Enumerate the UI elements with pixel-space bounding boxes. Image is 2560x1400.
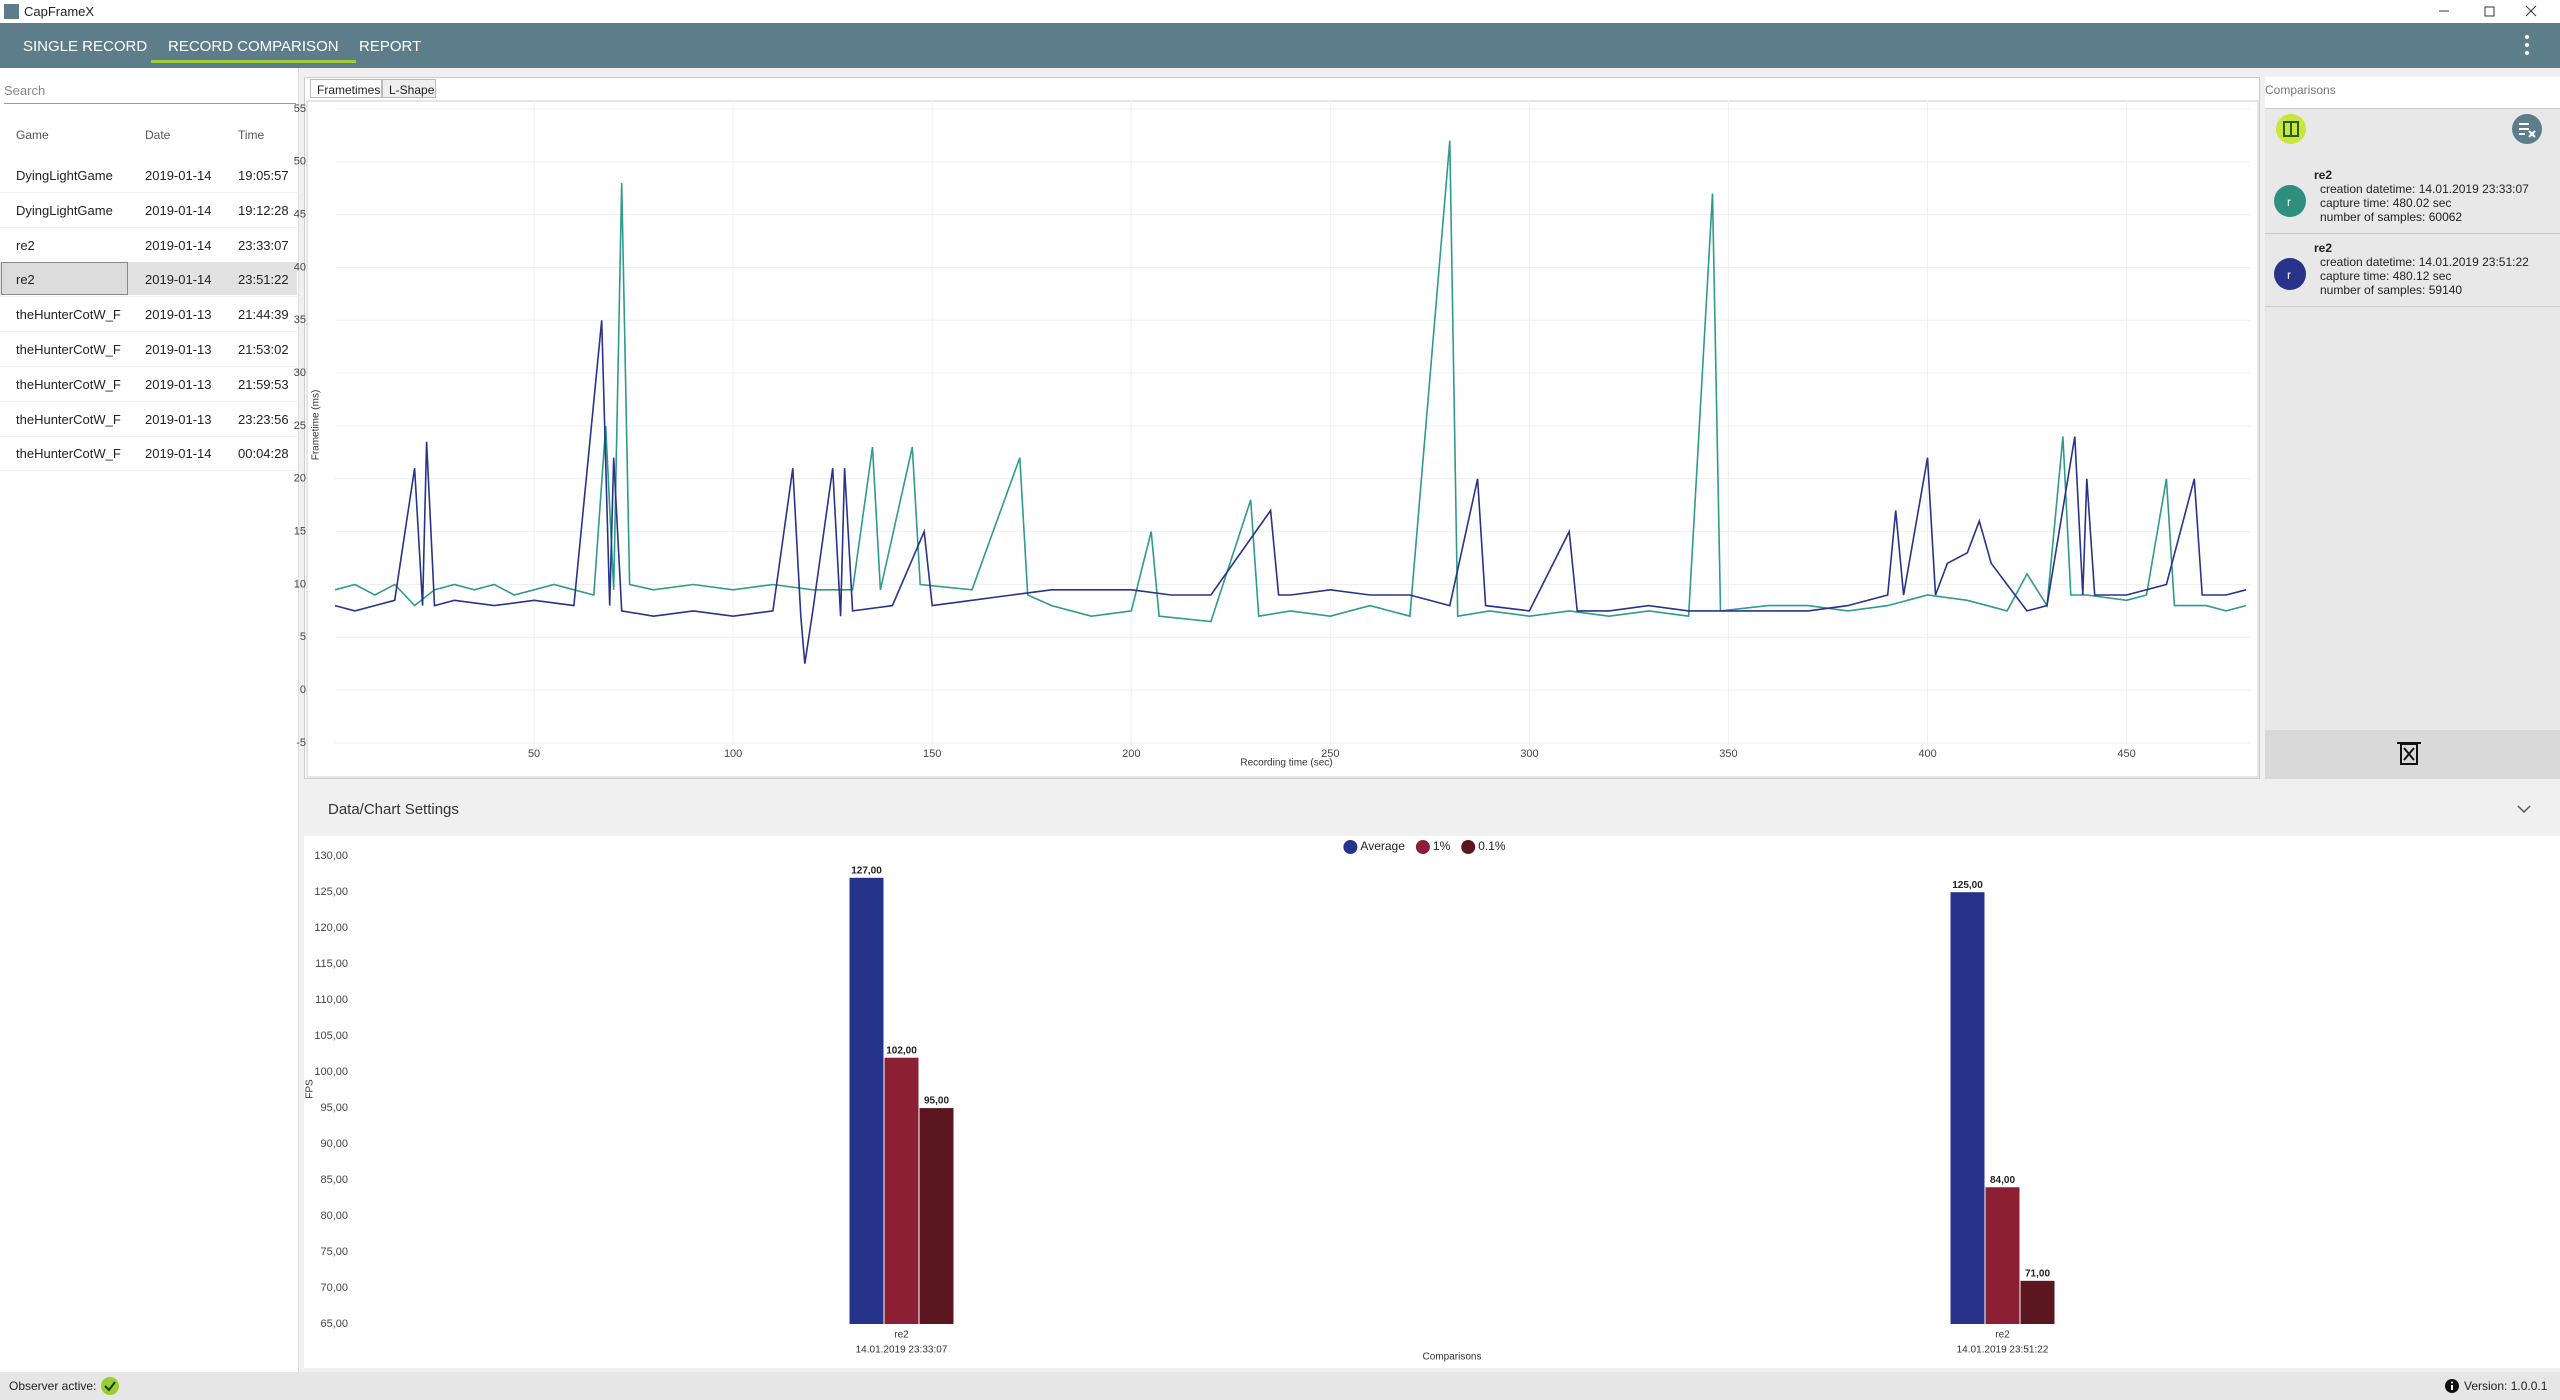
row-separator	[0, 261, 297, 263]
expand-chevron[interactable]	[2514, 799, 2534, 819]
table-cell[interactable]: re2	[16, 272, 35, 288]
table-cell[interactable]: theHunterCotW_F	[16, 342, 121, 357]
comparison-detail: number of samples: 59140	[2320, 283, 2463, 297]
nav-bar: SINGLE RECORD RECORD COMPARISON REPORT	[0, 23, 2560, 68]
nav-tab[interactable]: SINGLE RECORD	[23, 38, 148, 55]
table-cell[interactable]: 2019-01-14	[145, 202, 212, 218]
comparison-name[interactable]: re2	[2314, 241, 2333, 255]
table-cell[interactable]: theHunterCotW_F	[16, 307, 121, 323]
chart-tab[interactable]: L-Shape	[382, 79, 436, 98]
chart-tab[interactable]: Frametimes	[310, 79, 382, 98]
table-cell[interactable]: theHunterCotW_F	[16, 376, 121, 392]
item-separator	[2265, 306, 2560, 307]
status-bar: Observer active: Version: 1.0.0.1	[0, 1372, 2560, 1400]
row-separator	[0, 331, 297, 333]
comparison-list	[2265, 108, 2560, 730]
nav-tab[interactable]: RECORD COMPARISON	[168, 38, 339, 55]
table-cell[interactable]: 2019-01-13	[145, 411, 212, 427]
table-cell[interactable]: theHunterCotW_F	[16, 411, 121, 427]
table-cell[interactable]: 23:23:56	[238, 411, 289, 427]
comparison-detail: number of samples: 60062	[2320, 210, 2463, 224]
table-cell[interactable]: re2	[16, 237, 35, 253]
menu-button[interactable]	[2517, 23, 2537, 68]
table-cell[interactable]: 2019-01-14	[145, 446, 212, 462]
comparison-avatar	[2274, 185, 2306, 217]
observer-icon	[101, 1377, 119, 1395]
table-cell[interactable]: 21:59:53	[238, 376, 289, 392]
table-cell[interactable]: 19:12:28	[238, 202, 289, 218]
row-separator	[0, 470, 297, 472]
comparison-detail: creation datetime: 14.01.2019 23:33:07	[2320, 182, 2529, 196]
row-separator	[0, 226, 297, 228]
row-separator	[0, 192, 297, 193]
avatar-initial: r	[2287, 268, 2291, 282]
table-cell[interactable]: 19:05:57	[238, 168, 289, 183]
window-title: CapFrameX	[24, 4, 95, 19]
table-cell[interactable]: 2019-01-13	[145, 342, 212, 357]
record-list-panel: Search Game Date Time DyingLightGame 2019-01…	[0, 68, 299, 1372]
table-cell[interactable]: 2019-01-14	[145, 272, 212, 288]
info-icon	[2445, 1379, 2459, 1393]
table-cell[interactable]: 21:53:02	[238, 342, 289, 357]
column-header[interactable]: Time	[238, 128, 265, 142]
table-cell[interactable]: theHunterCotW_F	[16, 446, 121, 462]
version-label: Version: 1.0.0.1	[2464, 1379, 2548, 1393]
column-header[interactable]: Date	[145, 128, 171, 142]
chart-panel	[304, 77, 2260, 779]
restore[interactable]	[2484, 6, 2495, 17]
table-cell[interactable]: DyingLightGame	[16, 202, 113, 218]
column-header[interactable]: Game	[16, 128, 49, 142]
close[interactable]	[2525, 5, 2537, 17]
comparison-avatar	[2274, 258, 2306, 290]
row-separator	[0, 400, 297, 402]
avatar-initial: r	[2287, 195, 2291, 209]
row-separator	[0, 296, 297, 298]
observer-label: Observer active:	[9, 1379, 97, 1393]
table-cell[interactable]: 2019-01-14	[145, 168, 212, 183]
delete-button[interactable]	[2397, 742, 2421, 765]
comparison-detail: capture time: 480.02 sec	[2320, 196, 2452, 210]
table-cell[interactable]: 21:44:39	[238, 307, 289, 323]
table-cell[interactable]: DyingLightGame	[16, 168, 113, 183]
settings-title: Data/Chart Settings	[328, 801, 459, 818]
table-cell[interactable]: 2019-01-13	[145, 307, 212, 323]
table-cell[interactable]: 00:04:28	[238, 446, 289, 462]
active-tab-underline	[151, 60, 356, 63]
title-bar: CapFrameX	[0, 0, 2560, 23]
item-separator	[2265, 233, 2560, 234]
table-cell[interactable]: 2019-01-13	[145, 376, 212, 392]
app-icon	[4, 4, 19, 19]
comparisons-title: Comparisons	[2265, 83, 2336, 97]
comparison-detail: capture time: 480.12 sec	[2320, 269, 2452, 283]
toolbar-bottom	[2265, 730, 2560, 779]
comparison-icons	[2276, 114, 2542, 765]
comparison-name[interactable]: re2	[2314, 168, 2333, 182]
table-cell[interactable]: 2019-01-14	[145, 237, 212, 253]
row-separator	[0, 435, 297, 437]
comparison-detail: creation datetime: 14.01.2019 23:51:22	[2320, 255, 2529, 269]
selected-cell	[1, 262, 128, 296]
search-box[interactable]: Search	[4, 84, 296, 104]
bar-chart-panel	[304, 836, 2560, 1368]
window-controls[interactable]	[2425, 0, 2555, 23]
comparisons-panel: Comparisons r re2 creation datetime: 14.01…	[2265, 77, 2560, 779]
row-separator	[0, 366, 297, 367]
table-cell[interactable]: 23:51:22	[238, 272, 289, 288]
nav-tab[interactable]: REPORT	[359, 38, 422, 55]
settings-header[interactable]: Data/Chart Settings	[304, 790, 2560, 828]
table-cell[interactable]: 23:33:07	[238, 237, 289, 253]
